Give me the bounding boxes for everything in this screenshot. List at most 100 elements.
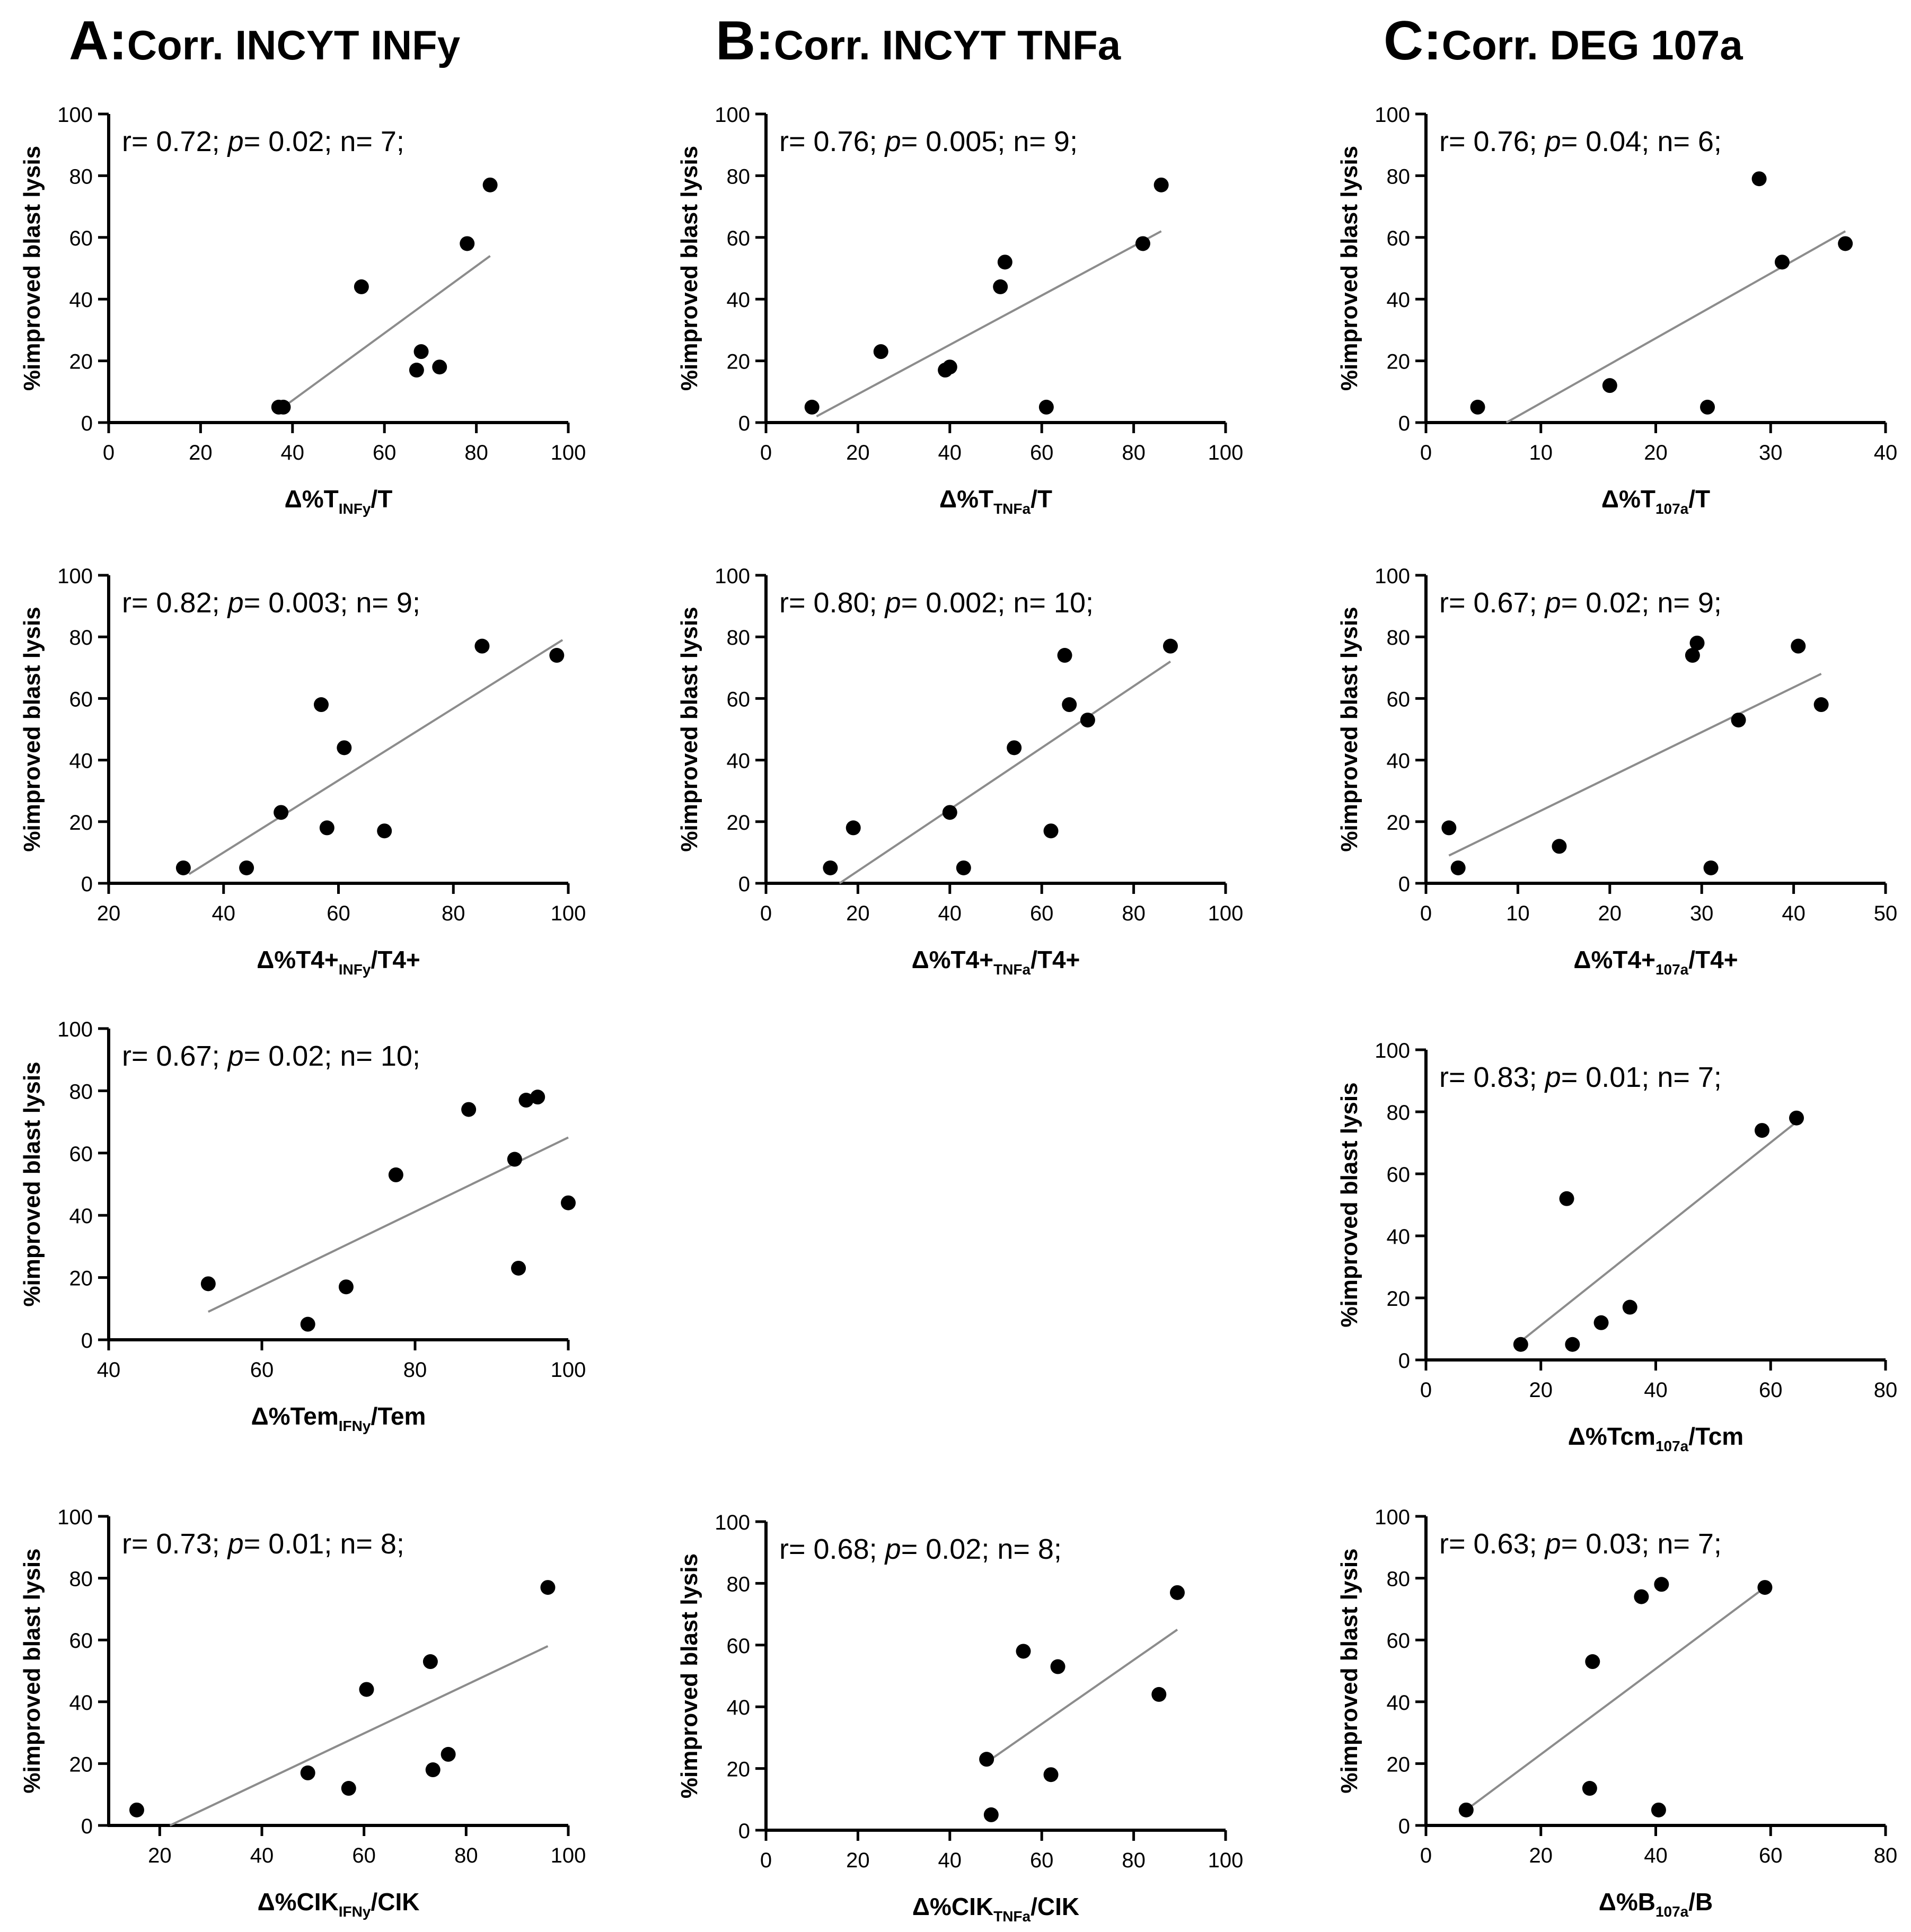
data-point: [432, 359, 447, 375]
x-tick-label: 80: [1874, 1378, 1898, 1402]
y-axis-label: %improved blast lysis: [19, 607, 45, 851]
data-point: [313, 697, 329, 713]
correlation-stats: r= 0.80; p= 0.002; n= 10;: [779, 587, 1094, 619]
data-point: [1007, 740, 1022, 756]
y-tick-label: 60: [1387, 1629, 1411, 1653]
y-axis-label: %improved blast lysis: [1336, 1548, 1362, 1793]
x-tick-label: 80: [1122, 441, 1146, 464]
y-tick-label: 0: [1398, 1815, 1410, 1838]
x-tick-label: 40: [250, 1844, 274, 1867]
scatter-panel-B1: 0 20 40 60 80 100 0 20 40 60 80 100 %improved blast …: [676, 103, 1243, 517]
y-tick-label: 60: [69, 1629, 93, 1653]
y-tick-label: 20: [1387, 811, 1411, 835]
y-tick-label: 20: [69, 1753, 93, 1776]
regression-line: [1448, 673, 1822, 857]
correlation-stats: r= 0.68; p= 0.02; n= 8;: [779, 1533, 1062, 1565]
data-point: [1789, 1110, 1804, 1126]
y-tick-label: 0: [81, 873, 93, 896]
regression-line: [1520, 1123, 1794, 1342]
correlation-stats: r= 0.72; p= 0.02; n= 7;: [122, 126, 404, 157]
data-point: [804, 399, 820, 415]
y-axis-label: %improved blast lysis: [19, 1548, 45, 1793]
scatter-panel-B2: 0 20 40 60 80 100 0 20 40 60 80 100 %improved blast …: [676, 565, 1243, 978]
data-point: [441, 1746, 456, 1762]
data-point: [474, 638, 490, 654]
data-point: [1135, 236, 1150, 251]
x-tick-label: 80: [1874, 1844, 1898, 1867]
x-axis-label: Δ%T4+TNFa/T4+: [912, 946, 1080, 978]
data-point: [823, 860, 838, 875]
x-axis-label: Δ%CIKTNFa/CIK: [912, 1893, 1079, 1925]
x-tick-label: 60: [1030, 441, 1054, 464]
scatter-panel-C2: 0 20 40 60 80 100 0 10 20 30 40 50 %improved blast l…: [1336, 565, 1897, 978]
y-tick-label: 0: [738, 412, 750, 435]
data-point: [460, 236, 475, 251]
x-tick-label: 60: [1759, 1844, 1783, 1867]
data-point: [377, 823, 392, 839]
x-tick-label: 0: [1420, 1378, 1432, 1402]
column-title-1: A:Corr. INCYT INFy: [69, 10, 460, 72]
x-tick-label: 10: [1529, 441, 1553, 464]
column-letter: C:: [1384, 10, 1442, 72]
data-point: [1754, 1123, 1769, 1138]
data-point: [1151, 1687, 1167, 1702]
data-point: [1552, 839, 1567, 854]
data-point: [1813, 697, 1829, 713]
regression-line: [1505, 230, 1846, 424]
data-point: [979, 1752, 994, 1767]
y-tick-label: 40: [69, 750, 93, 773]
data-point: [1651, 1802, 1666, 1817]
y-axis-label: %improved blast lysis: [1336, 1082, 1362, 1327]
y-tick-label: 40: [727, 1696, 751, 1719]
x-tick-label: 20: [97, 902, 121, 925]
data-point: [1057, 648, 1072, 663]
x-tick-label: 0: [760, 1849, 772, 1872]
data-point: [1043, 823, 1059, 839]
x-tick-label: 20: [846, 902, 870, 925]
x-tick-label: 100: [551, 441, 586, 464]
x-tick-label: 20: [189, 441, 213, 464]
x-tick-label: 40: [281, 441, 305, 464]
data-point: [1774, 254, 1790, 270]
data-point: [507, 1152, 522, 1167]
column-letter: B:: [716, 10, 774, 72]
x-tick-label: 20: [846, 441, 870, 464]
scatter-panel-C4: 0 20 40 60 80 100 0 20 40 60 80 %improved blast lys…: [1336, 1506, 1897, 1920]
y-axis-label: %improved blast lysis: [19, 146, 45, 391]
x-tick-label: 80: [1122, 902, 1146, 925]
data-point: [1441, 820, 1457, 836]
y-tick-label: 20: [727, 350, 751, 374]
data-point: [1751, 171, 1767, 187]
x-tick-label: 40: [1644, 1844, 1668, 1867]
data-point: [1169, 1585, 1185, 1600]
data-point: [1689, 635, 1705, 651]
x-tick-label: 0: [1420, 441, 1432, 464]
data-point: [1153, 177, 1169, 192]
regression-line: [986, 1629, 1178, 1763]
data-point: [1043, 1767, 1059, 1782]
x-axis-label: Δ%T4+107a/T4+: [1573, 946, 1738, 978]
regression-line: [283, 255, 491, 408]
x-tick-label: 0: [103, 441, 115, 464]
y-tick-label: 20: [727, 811, 751, 835]
x-tick-label: 60: [250, 1358, 274, 1382]
y-tick-label: 80: [1387, 1568, 1411, 1591]
data-point: [540, 1580, 556, 1595]
data-point: [175, 860, 191, 875]
y-tick-label: 0: [738, 873, 750, 896]
x-tick-label: 80: [454, 1844, 478, 1867]
correlation-stats: r= 0.76; p= 0.005; n= 9;: [779, 126, 1078, 157]
x-tick-label: 20: [148, 1844, 172, 1867]
y-tick-label: 20: [69, 350, 93, 374]
data-point: [1559, 1191, 1574, 1206]
y-tick-label: 40: [727, 288, 751, 312]
y-tick-label: 20: [69, 1267, 93, 1290]
data-point: [337, 740, 352, 756]
y-tick-label: 60: [69, 227, 93, 250]
x-tick-label: 80: [442, 902, 465, 925]
data-point: [549, 648, 565, 663]
x-tick-label: 40: [1782, 902, 1806, 925]
y-tick-label: 20: [69, 811, 93, 835]
y-axis-label: %improved blast lysis: [1336, 146, 1362, 391]
